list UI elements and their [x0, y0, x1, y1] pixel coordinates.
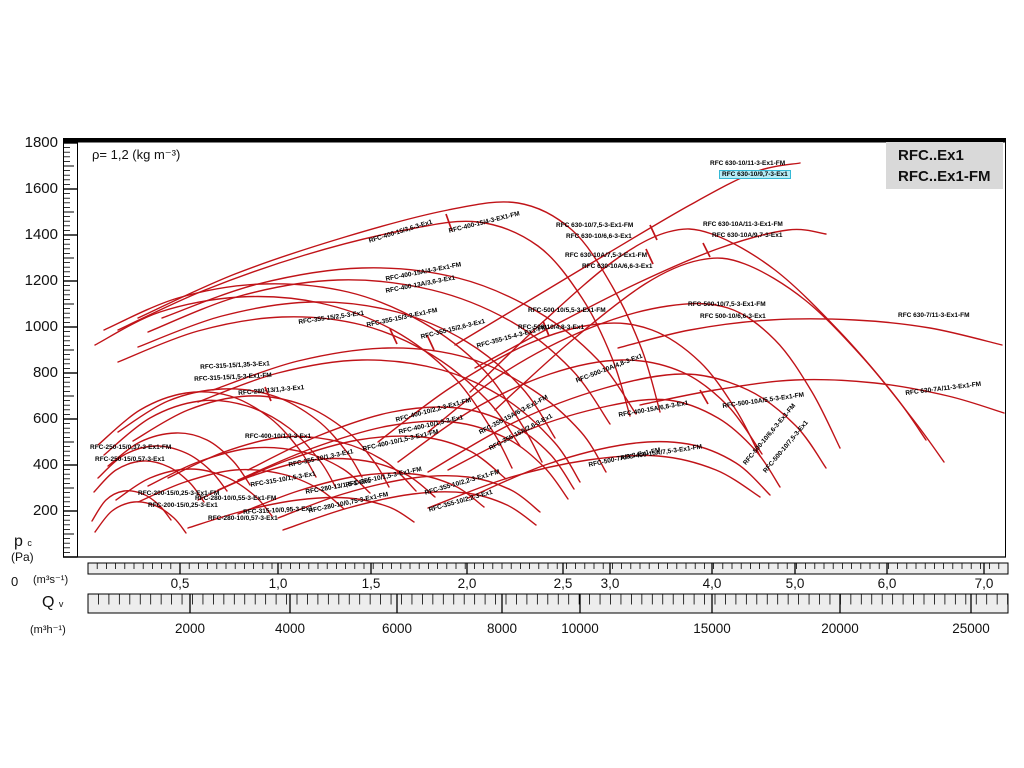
y-axis-tick-label: 1200 [24, 272, 58, 289]
fan-curve [187, 496, 415, 529]
fan-curve [217, 435, 507, 491]
curve-label: RFC 630-10A/7,5-3-Ex1-FM [565, 252, 647, 259]
fan-curve [167, 435, 417, 492]
legend-box: RFC..Ex1 RFC..Ex1-FM [886, 142, 1003, 189]
fan-curve [427, 373, 827, 473]
fan-curve [427, 454, 761, 509]
x-axis-tick-label: 1,5 [361, 576, 381, 591]
y-axis-tick-label: 800 [32, 364, 58, 381]
y-axis-tick-label: 400 [32, 456, 58, 473]
legend-line-ex1-fm: RFC..Ex1-FM [898, 168, 991, 185]
fan-curve [107, 432, 251, 486]
fan-curve [137, 201, 661, 413]
fan-curve [639, 378, 1005, 414]
fan-curve [377, 322, 761, 457]
curve-label: RFC-500-10/5,5-3-Ex1-FM [528, 307, 606, 314]
fan-curve [197, 457, 436, 501]
x-axis-tick-label: 6,0 [877, 576, 897, 591]
fan-curve [117, 316, 521, 447]
x-axis-tick-label: 5,0 [785, 576, 805, 591]
x-axis-tick-label: 3,0 [600, 576, 620, 591]
density-note: ρ= 1,2 (kg m⁻³) [92, 147, 181, 162]
fan-curve [115, 468, 273, 517]
y-axis-tick-label: 1600 [24, 180, 58, 197]
x-axis-tick-label: 0,5 [170, 576, 190, 591]
curve-label: RFC-500-10/4,8-3-Ex1 [518, 324, 585, 331]
curve-label: RFC 500-10/6,6-3-Ex1 [700, 313, 766, 320]
curve-label: RFC-200-15/0,25-3-Ex1-FM [138, 490, 220, 497]
x-axis-tick-label: 7,0 [974, 576, 994, 591]
flow-unit-m3s: (m³s⁻¹) [33, 574, 69, 586]
fan-curve [103, 283, 543, 463]
fan-curve [397, 359, 763, 463]
curve-label: RFC 630-10/6,6-3-Ex1 [566, 233, 632, 240]
fan-curve [197, 359, 581, 483]
x-axis-tick-label: 1,0 [268, 576, 288, 591]
x-axis-tick-label: 2000 [174, 621, 206, 636]
fan-curve [137, 301, 556, 439]
fan-curve [147, 279, 611, 425]
fan-curve [137, 468, 345, 510]
x-axis-tick-label: 20000 [821, 621, 859, 636]
y-axis-tick-label: 1800 [24, 134, 58, 151]
fan-curve [97, 391, 317, 478]
fan-curve [494, 257, 945, 463]
fan-curve [103, 399, 337, 489]
pressure-axis-unit: (Pa) [11, 550, 34, 564]
fan-curve [247, 406, 575, 490]
curve-label: RFC-200-15/0,25-3-Ex1 [148, 502, 218, 509]
x-axis-tick-label: 6000 [381, 621, 413, 636]
fan-curve [212, 347, 607, 473]
x-axis-tick-label: 2,0 [457, 576, 477, 591]
curve-label: RFC-250-15/0,37-3-Ex1-FM [90, 444, 172, 451]
x-axis-tick-label: 4000 [274, 621, 306, 636]
fan-curve [282, 491, 537, 531]
curve-label: RFC-250-15/0,57-3-Ex1 [95, 456, 165, 463]
curve-label: RFC-400-10/1,3-3-Ex1 [245, 433, 312, 440]
flow-unit-m3h: (m³h⁻¹) [30, 624, 66, 636]
y-axis-tick-label: 1000 [24, 318, 58, 335]
y-axis-tick-label: 200 [32, 502, 58, 519]
curve-label: RFC 630-10A/11-3-Ex1-FM [703, 221, 783, 228]
curve-label: RFC-280-10/0,55-3-Ex1-FM [195, 495, 277, 502]
fan-curve [94, 295, 513, 469]
fan-curve [97, 445, 228, 492]
pressure-axis-label: p c [14, 533, 32, 550]
flow-axis-label: Q v [42, 594, 64, 611]
fan-curve [94, 501, 187, 534]
fan-curve [617, 318, 1003, 349]
x-axis-tick-label: 4,0 [702, 576, 722, 591]
fan-curve [467, 440, 771, 499]
y-axis-tick-label: 1400 [24, 226, 58, 243]
x-axis-tick-label: 25000 [952, 621, 990, 636]
fan-curve [474, 228, 827, 369]
curve-label: RFC 630-10A/6,6-3-Ex1 [582, 263, 653, 270]
curve-label: RFC 630-7/11-3-Ex1-FM [898, 312, 970, 319]
curve-label: RFC 630-10A/9,7-3-Ex1 [712, 232, 783, 239]
x-axis-tick-label: 10000 [561, 621, 599, 636]
fan-curve [147, 446, 371, 494]
fan-curve [93, 460, 205, 503]
curve-label: RFC-500-10/7,5-3-Ex1-FM [688, 301, 766, 308]
fan-curve [91, 490, 172, 522]
curve-label: RFC 630-10/7,5-3-Ex1-FM [556, 222, 634, 229]
x-axis-tick-label: 8000 [486, 621, 518, 636]
fan-curve [447, 398, 781, 488]
fan-curve [237, 472, 485, 515]
fan-curve [117, 220, 631, 417]
flow-axis-origin: 0 [11, 574, 19, 589]
y-axis-tick-label: 600 [32, 410, 58, 427]
x-axis-tick-label: 15000 [693, 621, 731, 636]
curve-label: RFC 630-10/11-3-Ex1-FM [710, 160, 786, 167]
curve-label-highlighted[interactable]: RFC 630-10/9,7-3-Ex1 [719, 170, 791, 179]
x-axis-tick-label: 2,5 [553, 576, 573, 591]
fan-curve [117, 388, 363, 478]
fan-curve [427, 302, 841, 449]
legend-line-ex1: RFC..Ex1 [898, 147, 964, 164]
curve-label: RFC-280-10/0,57-3-Ex1 [208, 515, 278, 522]
